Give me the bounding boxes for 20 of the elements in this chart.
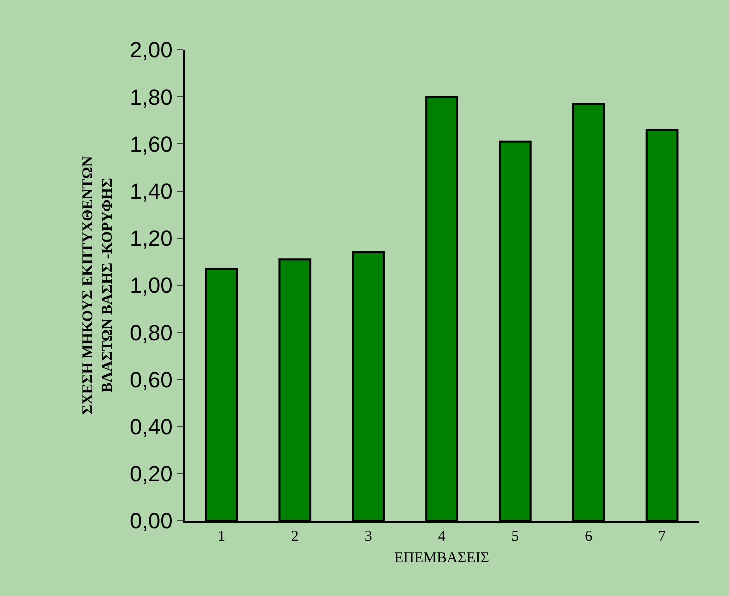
x-tick-label: 2 [291, 528, 299, 545]
y-tick-label: 2,00 [130, 38, 173, 63]
x-tick-label: 6 [585, 528, 594, 545]
x-tick-label: 3 [364, 528, 372, 545]
x-tick-label: 5 [512, 528, 520, 545]
x-tick-label: 1 [218, 528, 226, 545]
y-tick-label: 0,00 [130, 508, 173, 534]
y-tick-label: 0,40 [130, 414, 173, 440]
y-tick-label: 1,00 [130, 273, 173, 298]
y-tick-label: 1,20 [130, 226, 173, 252]
x-tick-label: 7 [658, 528, 667, 545]
y-axis-title: ΣΧΕΣΗ ΜΗΚΟΥΣ ΕΚΠΤΥΧΘΕΝΤΩΝ ΒΛΑΣΤΩΝ ΒΑΣΗΣ -ΚΟΡΥΦΗΣ [80, 156, 116, 415]
y-tick-label: 0,80 [130, 320, 173, 346]
x-tick-label: 4 [438, 528, 446, 545]
y-tick-label: 0,20 [130, 462, 173, 487]
y-tick-label: 1,60 [130, 132, 173, 157]
x-axis-title: ΕΠΕΜΒΑΣΕΙΣ [394, 550, 490, 566]
y-tick-label: 1,40 [130, 179, 173, 204]
y-tick-label: 1,80 [130, 84, 173, 110]
y-tick-label: 0,60 [130, 367, 173, 392]
